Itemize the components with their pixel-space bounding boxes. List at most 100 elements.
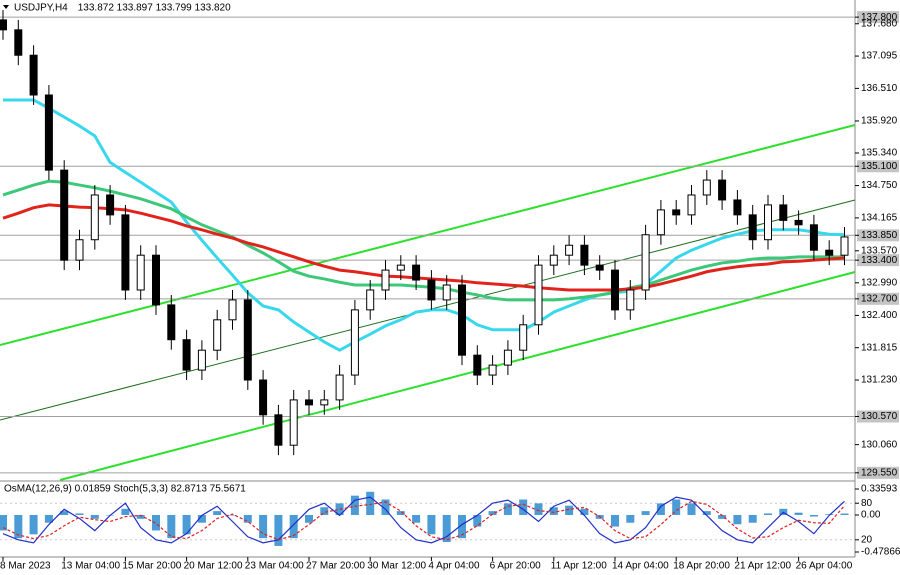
candle-body [121, 214, 130, 291]
candle-body [656, 209, 665, 236]
candle-body [534, 264, 543, 326]
candle-body [748, 214, 757, 241]
osma-bar [90, 514, 99, 519]
candle-body [243, 299, 252, 381]
candle-body [396, 264, 405, 271]
candle-body [825, 249, 834, 256]
osma-bar [121, 508, 130, 515]
osma-bar [136, 514, 145, 519]
osma-bar [718, 514, 727, 519]
osma-bar [396, 511, 405, 515]
candle-body [427, 279, 436, 301]
osma-bar [764, 513, 772, 515]
candle-body [29, 54, 38, 96]
osma-bar [228, 514, 237, 516]
x-tick-label: 21 Apr 12:00 [734, 561, 791, 572]
osma-bar [748, 514, 757, 523]
osma-bar [702, 511, 711, 515]
osma-bar [305, 514, 313, 523]
osma-bar [75, 513, 84, 515]
moving-average [2, 179, 845, 302]
candle-body [182, 339, 191, 371]
osma-bar [733, 514, 742, 525]
x-tick-label: 18 Apr 20:00 [673, 561, 730, 572]
level-label-box [857, 229, 899, 242]
candle-body [595, 264, 604, 271]
y-tick-label: 131.230 [861, 375, 898, 386]
level-label-box [857, 11, 899, 24]
stoch-line [2, 496, 845, 544]
candle-body [672, 209, 681, 216]
candle-body [305, 399, 313, 406]
candle-body [289, 399, 298, 446]
candle-body [14, 29, 23, 56]
x-tick-label: 8 Mar 2023 [0, 561, 51, 572]
y-tick-label: 130.060 [861, 439, 898, 450]
y-tick-label: 129.550 [861, 467, 898, 478]
y-tick-label: 134.165 [861, 213, 898, 224]
osma-bar [197, 514, 206, 523]
y-tick-label: 135.920 [861, 116, 898, 127]
y-tick-label: 20 [861, 534, 873, 545]
y-tick-label: 133.570 [861, 245, 898, 256]
candle-body [794, 219, 803, 226]
symbol-title: USDJPY,H4 [14, 3, 68, 14]
osma-bar [473, 514, 482, 527]
candle-body [840, 236, 849, 256]
osma-bar [840, 513, 849, 515]
y-tick-label: 131.815 [861, 342, 898, 353]
candle-body [718, 179, 727, 201]
x-tick-label: 15 Mar 20:00 [122, 561, 181, 572]
osma-bar [320, 507, 329, 515]
y-tick-label: 137.680 [861, 18, 898, 29]
osma-bar [274, 514, 283, 546]
level-label-box [857, 160, 899, 173]
osma-bar [44, 514, 53, 523]
y-tick-label: 80 [861, 498, 873, 509]
osma-bar [350, 495, 359, 515]
y-tick-label: 135.100 [861, 161, 898, 172]
candle-body [549, 254, 558, 266]
candle-body [366, 289, 375, 311]
candle-body [197, 349, 206, 371]
y-tick-label: 0.00 [861, 510, 881, 521]
osma-bar [14, 514, 23, 539]
y-tick-label: 137.800 [861, 12, 898, 23]
level-label-box [857, 466, 899, 479]
candle-body [381, 269, 390, 291]
osma-bar [656, 503, 665, 515]
symbol-menu-icon[interactable] [3, 5, 9, 9]
osma-bar [672, 499, 681, 515]
osma-bar [152, 514, 160, 531]
candle-body [779, 204, 788, 221]
x-tick-label: 13 Mar 04:00 [61, 561, 120, 572]
candle-body [213, 319, 222, 351]
candle-body [228, 299, 237, 321]
candle-body [320, 399, 329, 406]
osma-bar [0, 514, 7, 531]
candle-body [136, 254, 145, 291]
channel-lower [59, 271, 856, 481]
x-tick-label: 11 Apr 12:00 [551, 561, 607, 572]
osma-bar [259, 514, 268, 539]
candle-body [167, 304, 176, 341]
y-tick-label: 0.33593 [861, 484, 898, 495]
osma-bar [442, 514, 451, 543]
osma-bar [565, 505, 574, 515]
candle-body [764, 204, 772, 241]
y-tick-label: -0.47866 [861, 547, 900, 558]
moving-average [2, 203, 845, 292]
osma-bar [427, 514, 436, 535]
ohlc-values: 133.872 133.897 133.799 133.820 [78, 3, 231, 14]
candle-body [687, 194, 696, 216]
osma-bar [412, 514, 421, 523]
osma-bar [809, 514, 818, 517]
candle-body [473, 354, 482, 376]
x-tick-label: 30 Mar 12:00 [367, 561, 426, 572]
indicator-title: OsMA(12,26,9) 0.01859 Stoch(5,3,3) 82.87… [4, 484, 246, 495]
osma-bar [687, 503, 696, 515]
level-label-box [857, 410, 899, 423]
candle-body [350, 309, 359, 376]
osma-bar [289, 514, 298, 539]
